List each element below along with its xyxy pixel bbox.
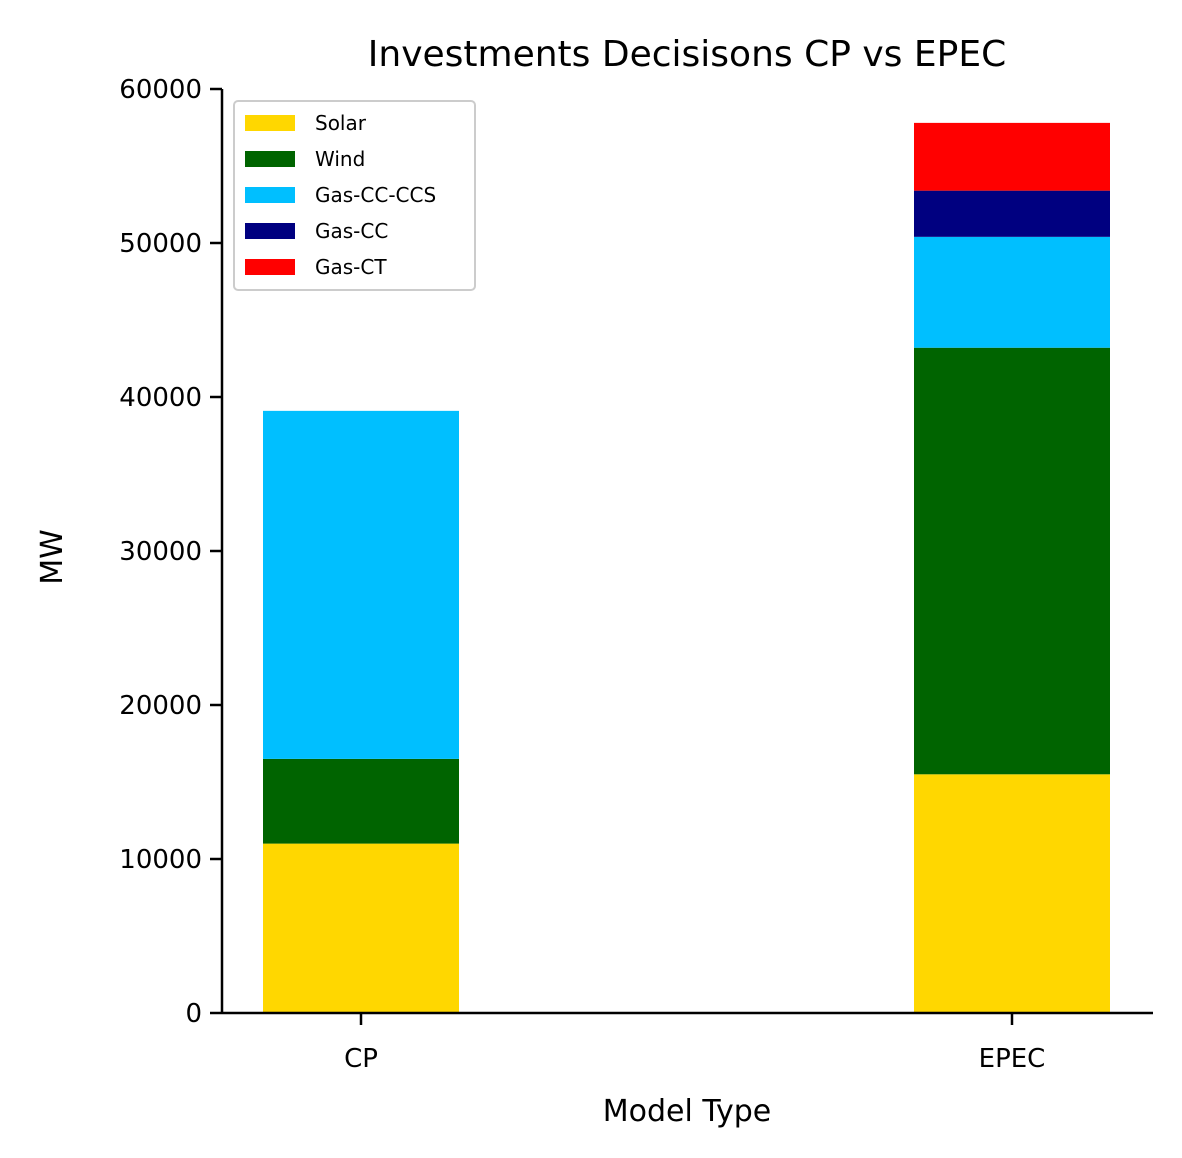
y-axis: 0 10000 20000 30000 40000 50000 60000 bbox=[119, 75, 224, 1029]
y-tick-label: 10000 bbox=[119, 845, 202, 875]
bar-epec-wind bbox=[914, 347, 1110, 775]
legend-swatch-solar bbox=[245, 115, 295, 131]
bar-epec-solar bbox=[914, 774, 1110, 1013]
bar-epec-gas-cc-ccs bbox=[914, 236, 1110, 348]
bar-epec-gas-cc bbox=[914, 190, 1110, 237]
y-tick-label: 20000 bbox=[119, 691, 202, 721]
y-tick-label: 30000 bbox=[119, 537, 202, 567]
x-axis: CP EPEC bbox=[222, 1011, 1153, 1074]
bar-cp-gas-cc-ccs bbox=[263, 410, 459, 759]
legend-swatch-gas-ct bbox=[245, 259, 295, 275]
bars-group bbox=[263, 122, 1110, 1013]
legend: Solar Wind Gas-CC-CCS Gas-CC Gas-CT bbox=[233, 100, 476, 291]
legend-label-gas-cc-ccs: Gas-CC-CCS bbox=[315, 183, 436, 207]
y-axis-title: MW bbox=[35, 529, 70, 585]
legend-swatch-gas-cc bbox=[245, 223, 295, 239]
bar-cp-solar bbox=[263, 843, 459, 1013]
chart-title: Investments Decisisons CP vs EPEC bbox=[368, 34, 1006, 75]
x-axis-title: Model Type bbox=[603, 1094, 772, 1129]
x-tick-label-epec: EPEC bbox=[979, 1044, 1046, 1074]
legend-box bbox=[233, 100, 476, 291]
bar-cp-wind bbox=[263, 758, 459, 844]
y-tick-label: 40000 bbox=[119, 383, 202, 413]
y-tick-label: 60000 bbox=[119, 75, 202, 105]
legend-swatch-gas-cc-ccs bbox=[245, 187, 295, 203]
bar-epec-gas-ct bbox=[914, 122, 1110, 191]
y-tick-label: 50000 bbox=[119, 229, 202, 259]
legend-label-gas-cc: Gas-CC bbox=[315, 219, 388, 243]
y-tick-label: 0 bbox=[185, 999, 202, 1029]
legend-label-gas-ct: Gas-CT bbox=[315, 255, 387, 279]
legend-label-wind: Wind bbox=[315, 147, 365, 171]
legend-label-solar: Solar bbox=[315, 111, 367, 135]
x-tick-label-cp: CP bbox=[344, 1044, 378, 1074]
legend-swatch-wind bbox=[245, 151, 295, 167]
